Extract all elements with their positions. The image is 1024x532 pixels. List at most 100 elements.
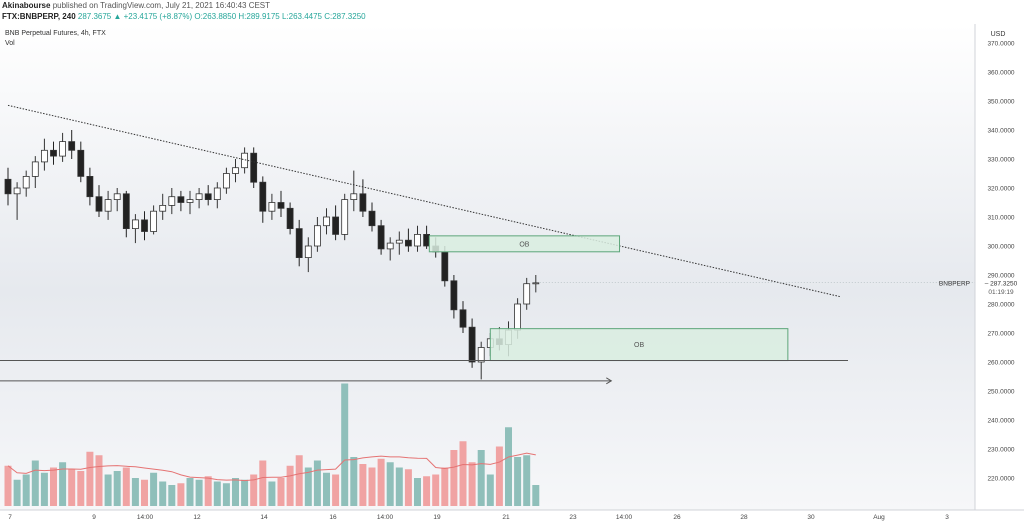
candle-body-down <box>86 175 94 198</box>
x-tick-label: 7 <box>8 514 12 521</box>
volume-bar <box>532 485 540 506</box>
volume-bar <box>295 455 303 506</box>
candle-body-up <box>113 193 121 201</box>
candle-body-down <box>404 239 412 247</box>
candle-body-down <box>368 210 376 227</box>
candle <box>359 179 367 217</box>
candle <box>341 193 349 241</box>
x-tick-label: 30 <box>807 514 815 521</box>
volume-bar <box>95 455 103 506</box>
candle-body-up <box>222 173 230 189</box>
candle <box>277 190 285 217</box>
volume-bar <box>468 462 476 506</box>
y-tick-label: 260.0000 <box>987 360 1014 367</box>
x-tick-label: 9 <box>92 514 96 521</box>
volume-bar <box>50 467 57 506</box>
volume-bar <box>241 479 249 506</box>
volume-bar <box>495 446 503 506</box>
y-tick-label: 320.0000 <box>987 186 1014 193</box>
y-axis-ticks: 370.0000 360.0000 350.0000 340.0000 330.0000… <box>987 41 1014 483</box>
volume-bar <box>386 462 394 506</box>
candle-body-down <box>141 219 148 232</box>
candle <box>395 231 403 255</box>
volume-bar <box>523 455 531 506</box>
volume-bar <box>213 481 221 506</box>
published-info: published on TradingView.com, July 21, 2… <box>52 1 271 10</box>
last-price-label: BNBPERP – 287.3250 01:19:19 <box>539 280 1018 296</box>
volume-bar <box>13 479 21 506</box>
candle <box>86 167 94 206</box>
order-block-label: OB <box>519 241 529 248</box>
candle <box>195 188 203 209</box>
x-axis-ticks: 7 9 14:00 12 14 16 14:00 19 21 23 14:00 26 28 30 Aug 3 <box>8 514 949 521</box>
candle-body-down <box>423 233 431 247</box>
candle-body-up <box>341 199 349 235</box>
x-tick-label: 21 <box>502 514 510 521</box>
y-tick-label: 280.0000 <box>987 302 1014 309</box>
candle <box>368 202 376 232</box>
candle <box>386 237 394 261</box>
candle <box>41 138 48 171</box>
candle <box>304 237 312 273</box>
volume-bar <box>341 383 349 506</box>
candle-body-down <box>450 280 458 311</box>
volume-bar <box>4 465 12 506</box>
candle <box>150 205 158 235</box>
x-tick-label: 14:00 <box>377 514 394 521</box>
candle-body-up <box>386 242 394 250</box>
candle-body-up <box>168 196 176 206</box>
candle-body-up <box>477 347 485 363</box>
candle <box>523 277 531 310</box>
volume-bar <box>141 479 148 506</box>
y-tick-label: 300.0000 <box>987 244 1014 251</box>
chart-legend-title: BNB Perpetual Futures, 4h, FTX <box>5 30 106 37</box>
y-tick-label: 290.0000 <box>987 273 1014 280</box>
volume-bar <box>204 476 212 506</box>
candle <box>141 211 148 241</box>
candle-body-up <box>59 141 66 157</box>
volume-bar <box>68 469 76 506</box>
candle-body-up <box>41 149 48 163</box>
candle <box>159 193 167 220</box>
candle-body-up <box>532 282 540 285</box>
volume-bars <box>4 383 540 506</box>
volume-bar <box>22 474 30 506</box>
volume-bar <box>177 483 185 506</box>
candle <box>313 217 321 252</box>
candle <box>377 219 385 255</box>
candle-body-down <box>50 149 57 157</box>
candle <box>232 159 239 183</box>
candle <box>468 318 476 368</box>
candle <box>404 228 412 252</box>
x-tick-label: 14:00 <box>616 514 633 521</box>
candle <box>286 202 294 235</box>
x-tick-label: 23 <box>569 514 577 521</box>
candle-body-up <box>395 239 403 244</box>
order-block-box <box>489 328 789 362</box>
volume-bar <box>332 474 340 506</box>
candle <box>222 167 230 194</box>
volume-bar <box>59 462 67 506</box>
y-tick-label: 220.0000 <box>987 476 1014 483</box>
candle-body-down <box>332 216 340 235</box>
candle <box>104 190 112 220</box>
candle <box>250 147 258 188</box>
candle-body-down <box>95 196 103 212</box>
volume-bar <box>259 460 267 506</box>
price-axis-background <box>975 24 1024 510</box>
y-tick-label: 250.0000 <box>987 389 1014 396</box>
volume-bar <box>514 457 522 506</box>
candle-body-up <box>131 219 139 229</box>
candle-body-up <box>150 210 158 232</box>
candle-body-down <box>277 202 285 209</box>
candle-body-up <box>195 193 203 201</box>
volume-bar <box>395 467 403 506</box>
x-tick-label: 26 <box>673 514 681 521</box>
y-tick-label: 310.0000 <box>987 215 1014 222</box>
candle <box>414 225 421 252</box>
volume-bar <box>423 476 431 506</box>
volume-bar <box>250 474 258 506</box>
volume-bar <box>186 478 194 506</box>
volume-bar <box>505 427 512 506</box>
